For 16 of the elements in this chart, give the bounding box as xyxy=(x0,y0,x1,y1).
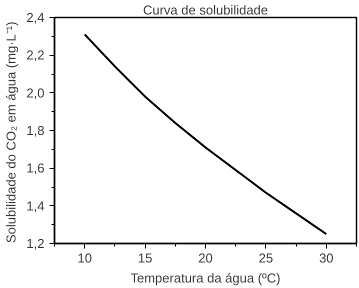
y-tick-label: 1,4 xyxy=(26,198,45,214)
chart-title: Curva de solubilidade xyxy=(142,2,268,18)
y-tick-label: 2,4 xyxy=(26,10,45,25)
x-tick-label: 10 xyxy=(77,250,92,266)
x-tick-label: 20 xyxy=(198,250,213,266)
y-tick-label: 1,2 xyxy=(26,236,45,251)
x-tick-label: 30 xyxy=(319,250,334,266)
y-tick-label: 1,6 xyxy=(26,160,45,176)
y-tick-label: 2,0 xyxy=(26,85,45,100)
y-tick-label: 2,2 xyxy=(26,48,45,63)
x-tick-label: 15 xyxy=(138,250,152,266)
y-tick-label: 1,8 xyxy=(26,123,45,138)
x-tick-label: 25 xyxy=(258,250,274,266)
line-series xyxy=(84,33,328,236)
x-axis-title: Temperatura da água (ºC) xyxy=(130,270,281,286)
y-axis-title: Solubilidade do CO₂ em água (mg·L⁻¹) xyxy=(3,22,18,244)
